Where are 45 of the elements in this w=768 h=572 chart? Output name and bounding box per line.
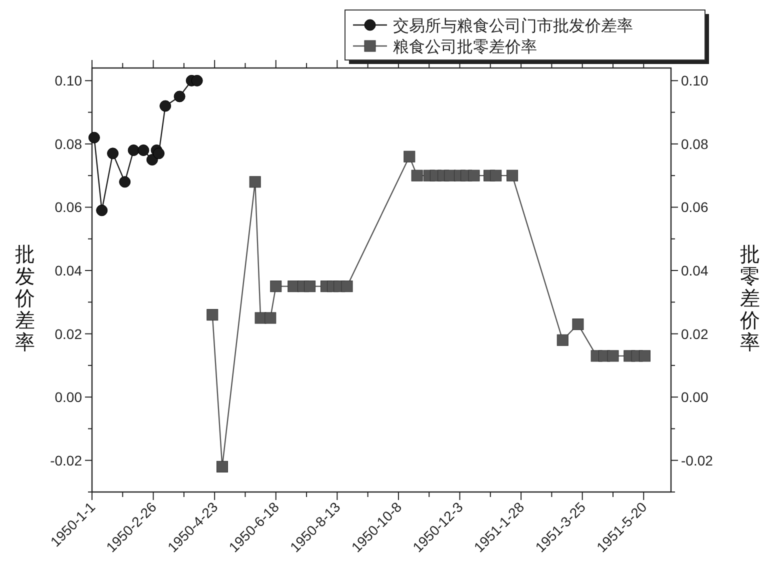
point	[119, 176, 131, 188]
legend-label: 粮食公司批零差价率	[393, 38, 537, 56]
y2-tick-label: 0.08	[681, 136, 708, 152]
point	[216, 460, 228, 472]
point	[206, 309, 218, 321]
point	[506, 170, 518, 182]
point	[411, 170, 423, 182]
y2-tick-label: 0.06	[681, 199, 708, 216]
point	[249, 176, 261, 188]
point	[270, 280, 282, 292]
y-tick-label: 0.00	[54, 389, 82, 406]
y-tick-label: 0.06	[54, 199, 82, 216]
point	[88, 132, 100, 144]
y-tick-label: 0.04	[54, 262, 82, 279]
point	[638, 350, 650, 362]
y2-tick-label: 0.02	[681, 326, 708, 342]
y2-tick-label: 0.10	[681, 72, 708, 89]
y-tick-label: 0.10	[54, 72, 82, 89]
point	[191, 74, 203, 86]
point	[138, 144, 150, 156]
point	[490, 170, 502, 182]
point	[96, 204, 108, 216]
y2-axis-title: 批零差价率	[739, 244, 760, 354]
point	[556, 334, 568, 346]
point	[174, 90, 186, 102]
point	[404, 150, 416, 162]
point	[572, 318, 584, 330]
y-tick-label: 0.02	[54, 326, 82, 342]
y-axis-title: 批发价差率	[14, 244, 35, 354]
point	[160, 100, 172, 112]
point	[341, 280, 353, 292]
point	[128, 144, 140, 156]
legend-label: 交易所与粮食公司门市批发价差率	[393, 17, 633, 35]
y-tick-label: -0.02	[50, 452, 82, 468]
y2-tick-label: -0.02	[681, 452, 714, 468]
point	[264, 312, 276, 324]
point	[468, 170, 480, 182]
y2-tick-label: 0.00	[681, 389, 708, 406]
point	[107, 148, 119, 160]
y-tick-label: 0.08	[54, 136, 82, 152]
y2-tick-label: 0.04	[681, 262, 708, 279]
point	[607, 350, 619, 362]
point	[153, 148, 165, 160]
point	[146, 154, 158, 166]
point	[304, 280, 316, 292]
